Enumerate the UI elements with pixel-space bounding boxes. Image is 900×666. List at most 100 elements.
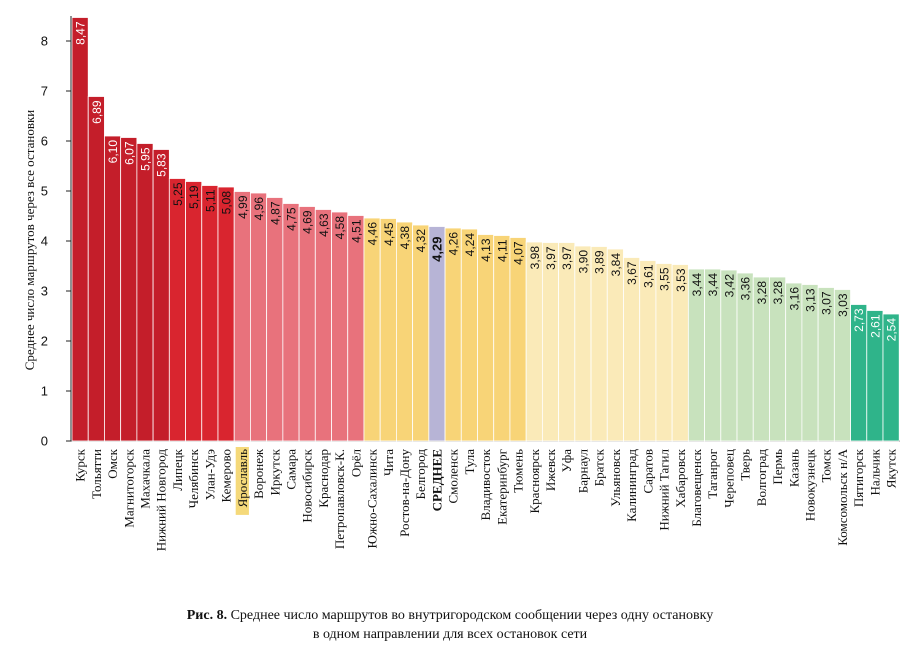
category-label: Самара <box>283 449 298 490</box>
caption-line-2: в одном направлении для всех остановок с… <box>312 627 588 642</box>
category-label: Ижевск <box>543 448 558 491</box>
bar-value-label: 2,54 <box>885 318 899 342</box>
bar-value-label: 3,28 <box>755 281 769 305</box>
y-tick-label: 4 <box>41 234 48 249</box>
bar <box>558 242 576 442</box>
bar <box>298 206 316 442</box>
bar-value-label: 3,44 <box>690 273 704 297</box>
value-labels-group: 8,47 6,89 6,10 6,07 5,95 5,835,25 5,19 5,11 5,08… <box>74 21 899 341</box>
bar-value-label: 6,10 <box>106 140 120 164</box>
bar-value-label: 3,55 <box>658 267 672 291</box>
bar-value-label: 3,97 <box>560 246 574 270</box>
bar <box>185 181 203 442</box>
bar-value-label: 6,89 <box>90 100 104 124</box>
category-label: Петропавловск-К. <box>332 449 347 549</box>
bar-value-label: 2,61 <box>868 314 882 338</box>
bar <box>71 17 89 442</box>
category-label: Комсомольск н/А <box>835 448 850 545</box>
bar <box>493 235 511 442</box>
bar <box>882 313 900 442</box>
bar-value-label: 3,89 <box>593 250 607 274</box>
category-label: Волгоград <box>754 449 769 507</box>
bar-value-label: 4,38 <box>398 226 412 250</box>
y-tick-label: 3 <box>41 284 48 299</box>
bar-value-label: 5,25 <box>171 182 185 206</box>
bar <box>460 228 478 442</box>
category-label: Тюмень <box>511 449 526 493</box>
bar-value-label: 4,07 <box>512 241 526 265</box>
category-label: Махачкала <box>137 449 152 509</box>
category-label: Улан-Удэ <box>202 449 217 501</box>
bar-value-label: 4,99 <box>236 195 250 219</box>
bars-group <box>71 17 900 442</box>
bar-value-label: 2,73 <box>852 308 866 332</box>
bar <box>541 242 560 442</box>
bar <box>444 227 462 442</box>
category-label: Пятигорск <box>851 448 866 507</box>
bar-value-label: 3,03 <box>836 293 850 317</box>
category-label: Тольятти <box>89 449 104 499</box>
category-label: Липецк <box>170 448 185 490</box>
figure-caption: Рис. 8. Среднее число маршрутов во внутр… <box>0 606 900 644</box>
bar-value-label: 4,45 <box>382 222 396 246</box>
category-label: Братск <box>592 448 607 486</box>
category-label: Череповец <box>721 449 736 508</box>
bar <box>217 186 235 442</box>
category-label: Белгород <box>413 449 428 500</box>
bar <box>266 197 284 442</box>
bar-value-label: 4,87 <box>268 201 282 225</box>
bar <box>590 246 608 442</box>
bar <box>347 215 365 442</box>
category-label: Казань <box>786 449 801 487</box>
category-label: Чита <box>381 449 396 476</box>
category-label: Челябинск <box>186 448 201 508</box>
y-tick-label: 8 <box>41 34 48 49</box>
bar-value-label: 3,42 <box>722 274 736 298</box>
category-label: СРЕДНЕЕ <box>429 449 444 511</box>
bar-value-label: 3,98 <box>528 246 542 270</box>
bar-value-label: 6,07 <box>122 141 136 165</box>
bar <box>120 137 138 442</box>
bar-value-label: 3,36 <box>739 277 753 301</box>
bar <box>201 185 219 442</box>
category-label: Кемерово <box>219 449 234 503</box>
category-label: Ульяновск <box>608 448 623 506</box>
category-label: Екатеринбург <box>494 449 509 525</box>
y-axis-label: Среднее число маршрутов через все остано… <box>22 110 37 371</box>
bar-value-label: 3,16 <box>787 287 801 311</box>
y-tick-label: 2 <box>41 334 48 349</box>
bar-value-label: 4,63 <box>317 213 331 237</box>
y-tick-label: 6 <box>41 134 48 149</box>
category-label: Омск <box>105 448 120 478</box>
bar <box>574 245 592 442</box>
category-label: Хабаровск <box>673 448 688 507</box>
y-tick-label: 1 <box>41 384 48 399</box>
category-label: Благовещенск <box>689 448 704 526</box>
bar-value-label: 4,13 <box>479 238 493 262</box>
bar-chart: 0 1 2 3 4 5 6 7 8 Среднее число маршрутов через … <box>22 16 900 551</box>
bar <box>525 241 543 442</box>
bar-value-label: 4,32 <box>414 229 428 253</box>
category-label: Таганрог <box>705 449 720 499</box>
y-tick-label: 5 <box>41 184 48 199</box>
bar <box>606 248 624 442</box>
bar-value-label: 3,44 <box>706 273 720 297</box>
bar-value-label: 3,28 <box>771 281 785 305</box>
category-label: Томск <box>819 448 834 482</box>
category-label: Магнитогорск <box>121 448 136 527</box>
bar-value-label: 3,07 <box>820 291 834 315</box>
category-label: Владивосток <box>478 448 493 520</box>
bar-value-label: 3,13 <box>804 288 818 312</box>
bar-value-label: 4,69 <box>301 210 315 234</box>
bar-value-label: 4,46 <box>366 222 380 246</box>
bar <box>477 234 495 442</box>
bar-value-label: 3,97 <box>544 246 558 270</box>
bar-value-label: 4,11 <box>495 239 509 262</box>
category-label: Ярославль <box>235 449 250 507</box>
caption-label: Рис. 8. <box>186 608 228 623</box>
category-label: Краснодар <box>316 449 331 508</box>
bar <box>412 224 430 442</box>
bar-value-label: 3,90 <box>576 250 590 274</box>
bar-value-label: 5,95 <box>138 147 152 171</box>
bar <box>104 135 122 442</box>
